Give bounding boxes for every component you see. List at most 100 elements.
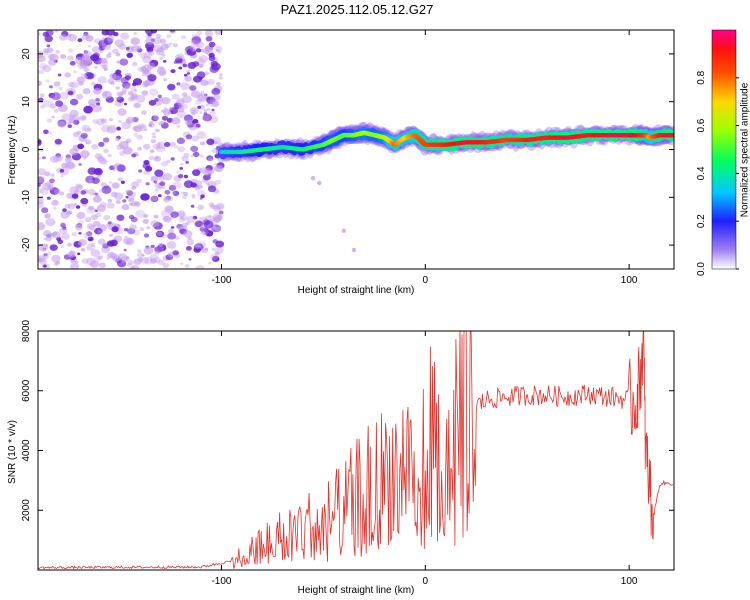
noise-speckle [158, 242, 164, 247]
noise-speckle [164, 142, 171, 147]
noise-speckle [49, 53, 59, 62]
noise-speckle [94, 227, 103, 235]
noise-speckle [190, 204, 195, 208]
noise-speckle [87, 236, 94, 242]
noise-speckle [212, 239, 219, 244]
noise-speckle [82, 53, 90, 61]
noise-speckle [53, 81, 61, 87]
colorbar-tick-label: 0.0 [696, 262, 707, 276]
noise-speckle [84, 217, 92, 223]
noise-speckle [137, 123, 147, 131]
noise-speckle [176, 124, 181, 128]
noise-speckle [38, 139, 42, 145]
x-tick-label: -100 [211, 275, 231, 286]
noise-speckle [107, 52, 112, 56]
noise-speckle [92, 52, 100, 59]
noise-speckle [64, 157, 72, 163]
noise-speckle [69, 148, 79, 156]
noise-speckle [170, 69, 176, 74]
noise-speckle [161, 115, 169, 121]
noise-speckle [207, 157, 213, 161]
noise-speckle [55, 100, 64, 107]
outlier-point [317, 180, 322, 186]
noise-speckle [98, 188, 104, 193]
noise-speckle [202, 113, 212, 122]
noise-speckle [69, 114, 75, 120]
noise-speckle [183, 152, 190, 158]
noise-speckle [217, 50, 222, 54]
noise-speckle [75, 224, 83, 231]
noise-speckle [198, 63, 204, 68]
noise-speckle [180, 191, 185, 195]
noise-speckle [85, 141, 90, 145]
noise-speckle [38, 80, 42, 86]
noise-speckle [181, 103, 188, 109]
noise-speckle [207, 108, 211, 111]
noise-speckle [214, 30, 223, 35]
noise-speckle [196, 131, 206, 139]
noise-speckle [133, 102, 141, 109]
noise-speckle [89, 260, 99, 268]
noise-speckle [170, 30, 175, 33]
noise-speckle [176, 110, 187, 119]
noise-speckle [38, 153, 41, 156]
noise-speckle [182, 195, 187, 199]
noise-speckle [84, 75, 88, 79]
noise-speckle [99, 49, 104, 54]
noise-speckle [204, 81, 210, 85]
noise-speckle [148, 122, 155, 128]
noise-speckle [171, 117, 181, 125]
noise-speckle [107, 252, 116, 259]
noise-speckle [172, 43, 178, 48]
noise-speckle [57, 120, 66, 128]
noise-speckle [79, 115, 87, 121]
noise-speckle [75, 224, 79, 228]
noise-speckle [45, 79, 50, 83]
noise-speckle [65, 154, 72, 159]
noise-speckle [67, 90, 74, 96]
noise-speckle [77, 252, 81, 256]
noise-speckle [148, 99, 157, 106]
noise-speckle [101, 30, 110, 36]
noise-speckle [43, 50, 49, 56]
noise-speckle [101, 124, 111, 133]
noise-speckle [149, 253, 159, 261]
noise-speckle [74, 56, 84, 65]
noise-speckle [214, 226, 222, 232]
noise-speckle [67, 81, 75, 88]
noise-speckle [162, 215, 170, 222]
noise-speckle [185, 221, 190, 225]
noise-speckle [77, 143, 85, 150]
noise-speckle [209, 158, 213, 162]
noise-speckle [192, 61, 200, 67]
noise-speckle [42, 156, 46, 160]
noise-speckle [129, 94, 137, 100]
noise-speckle [211, 108, 215, 112]
noise-speckle [208, 52, 215, 58]
noise-speckle [46, 251, 52, 256]
noise-speckle [144, 128, 148, 131]
noise-speckle [194, 220, 203, 228]
noise-speckle [106, 35, 115, 42]
noise-speckle [88, 205, 95, 211]
noise-speckle [185, 134, 193, 140]
noise-speckle [59, 191, 65, 196]
noise-speckle [57, 73, 62, 77]
noise-speckle [97, 230, 102, 234]
noise-speckle [196, 71, 206, 79]
noise-speckle [98, 141, 105, 147]
noise-speckle [200, 194, 205, 199]
noise-speckle [49, 244, 58, 251]
noise-speckle [133, 125, 143, 133]
noise-speckle [162, 262, 170, 268]
noise-speckle [176, 171, 180, 174]
noise-speckle [149, 149, 155, 154]
noise-speckle [140, 193, 150, 201]
noise-speckle [209, 65, 219, 73]
noise-speckle [186, 215, 196, 223]
noise-speckle [59, 34, 68, 41]
noise-speckle [194, 186, 200, 191]
noise-speckle [154, 250, 160, 255]
noise-speckle [126, 52, 133, 58]
noise-speckle [123, 248, 127, 252]
